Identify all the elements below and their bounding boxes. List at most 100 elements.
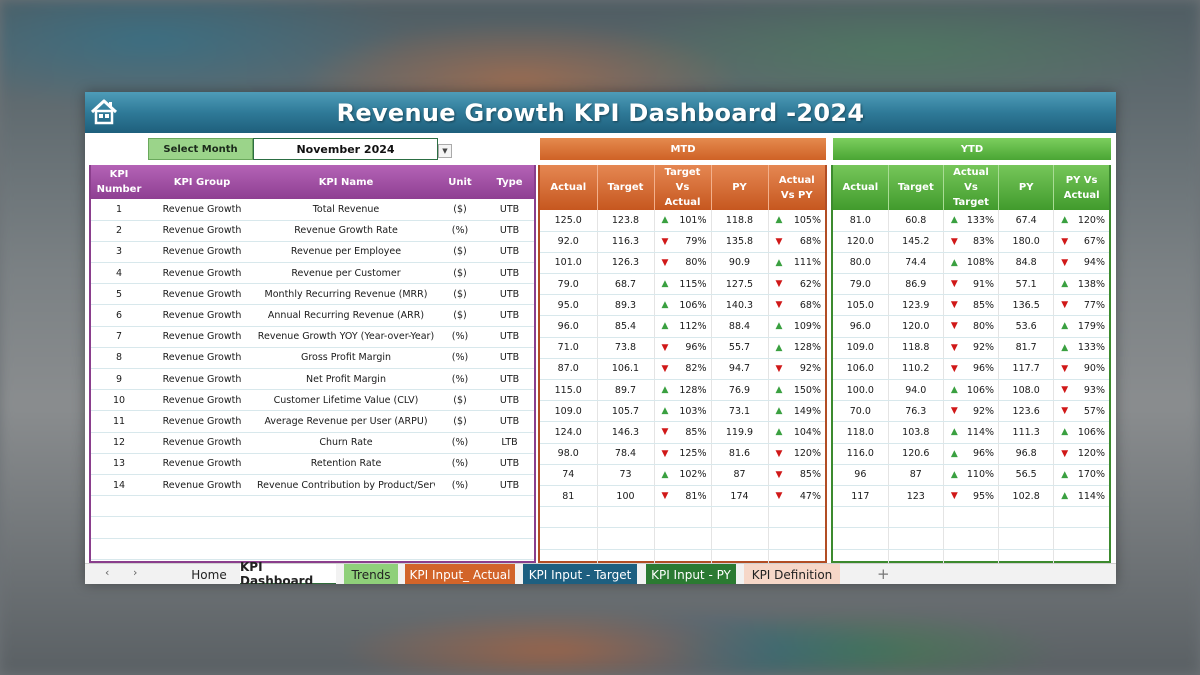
up-arrow-icon: ▲: [775, 406, 783, 417]
tab-kpi-definition[interactable]: KPI Definition: [744, 564, 840, 584]
kpi-name-cell: Total Revenue: [257, 199, 435, 221]
next-sheet-icon[interactable]: ›: [133, 566, 138, 579]
empty-cell: [435, 495, 485, 518]
type-cell: UTB: [485, 283, 534, 306]
mtd-actual-vs-py-cell-value: 149%: [793, 405, 821, 417]
col-ytd-actual-vs-target: Actual Vs Target: [942, 165, 999, 210]
type-cell: UTB: [485, 368, 534, 391]
dropdown-arrow-icon[interactable]: ▼: [438, 144, 452, 158]
month-dropdown[interactable]: November 2024: [253, 138, 438, 160]
prev-sheet-icon[interactable]: ‹: [105, 566, 110, 579]
mtd-py-cell: 135.8: [710, 231, 768, 253]
kpi-number-cell: 6: [91, 304, 147, 327]
empty-cell: [887, 527, 944, 550]
ytd-row: 80.0 74.4 ▲ 108% 84.8 ▼ 94%: [833, 252, 1109, 275]
ytd-row: 96 87 ▲ 110% 56.5 ▲ 170%: [833, 464, 1109, 486]
empty-cell: [710, 527, 768, 550]
kpi-group-cell: Revenue Growth: [147, 220, 257, 242]
mtd-target-vs-actual-cell-value: 101%: [679, 214, 707, 226]
ytd-section-header: YTD: [833, 138, 1111, 160]
empty-row: [540, 506, 825, 529]
mtd-target-vs-actual-cell-value: 79%: [685, 236, 707, 248]
controls-row: Select Month November 2024 ▼ MTD YTD: [85, 138, 1116, 160]
empty-cell: [710, 506, 768, 529]
kpi-name-cell: Average Revenue per User (ARPU): [257, 410, 435, 433]
unit-cell: (%): [435, 347, 485, 370]
mtd-actual-vs-py-cell: ▼ 68%: [767, 294, 825, 317]
kpi-number-cell: 13: [91, 453, 147, 475]
empty-cell: [540, 506, 597, 529]
col-kpi-number: KPI Number: [91, 165, 147, 199]
ytd-actual-vs-target-cell-value: 108%: [966, 257, 995, 269]
tab-kpi-input-target[interactable]: KPI Input - Target: [523, 564, 637, 584]
empty-cell: [767, 506, 825, 529]
up-arrow-icon: ▲: [950, 448, 958, 459]
type-cell: UTB: [485, 220, 534, 242]
empty-cell: [485, 538, 534, 560]
up-arrow-icon: ▲: [1061, 279, 1069, 290]
mtd-target-vs-actual-cell-value: 82%: [685, 363, 707, 375]
table-row: 6 Revenue Growth Annual Recurring Revenue …: [91, 304, 534, 327]
tab-kpi-input-actual[interactable]: KPI Input_ Actual: [405, 564, 515, 584]
mtd-actual-cell: 79.0: [540, 273, 597, 296]
mtd-py-cell: 118.8: [710, 210, 768, 232]
ytd-py-vs-actual-cell: ▲ 114%: [1053, 485, 1109, 508]
mtd-actual-vs-py-cell-value: 104%: [793, 426, 821, 438]
kpi-name-cell: Revenue per Employee: [257, 241, 435, 264]
mtd-row: 101.0 126.3 ▼ 80% 90.9 ▲ 111%: [540, 252, 825, 275]
mtd-target-cell: 68.7: [596, 273, 654, 296]
ytd-actual-cell: 70.0: [833, 400, 889, 423]
ytd-actual-cell: 109.0: [833, 337, 889, 359]
add-sheet-icon[interactable]: +: [877, 565, 890, 583]
down-arrow-icon: ▼: [775, 469, 783, 480]
col-mtd-target: Target: [596, 165, 654, 210]
tab-trends[interactable]: Trends: [344, 564, 398, 584]
mtd-actual-vs-py-cell: ▲ 111%: [767, 252, 825, 275]
ytd-actual-vs-target-cell-value: 85%: [972, 299, 995, 311]
kpi-group-cell: Revenue Growth: [147, 347, 257, 370]
down-arrow-icon: ▼: [950, 406, 958, 417]
dashboard-title: Revenue Growth KPI Dashboard -2024: [336, 98, 865, 127]
ytd-actual-vs-target-cell: ▼ 96%: [942, 358, 999, 381]
unit-cell: ($): [435, 410, 485, 433]
mtd-target-vs-actual-cell: ▲ 106%: [653, 294, 711, 317]
empty-cell: [596, 506, 654, 529]
mtd-target-vs-actual-cell: ▼ 96%: [653, 337, 711, 359]
empty-cell: [91, 495, 147, 518]
home-icon[interactable]: [88, 96, 120, 128]
ytd-target-cell: 94.0: [887, 379, 944, 402]
unit-cell: ($): [435, 283, 485, 306]
down-arrow-icon: ▼: [775, 448, 783, 459]
table-row: 2 Revenue Growth Revenue Growth Rate (%) UTB: [91, 220, 534, 242]
ytd-actual-cell: 96: [833, 464, 889, 486]
mtd-target-vs-actual-cell: ▼ 125%: [653, 443, 711, 465]
up-arrow-icon: ▲: [661, 406, 669, 417]
mtd-py-cell: 119.9: [710, 421, 768, 444]
down-arrow-icon: ▼: [775, 363, 783, 374]
empty-row: [833, 506, 1109, 529]
up-arrow-icon: ▲: [775, 321, 783, 332]
mtd-row: 109.0 105.7 ▲ 103% 73.1 ▲ 149%: [540, 400, 825, 423]
up-arrow-icon: ▲: [1061, 427, 1069, 438]
mtd-actual-cell: 95.0: [540, 294, 597, 317]
unit-cell: (%): [435, 368, 485, 391]
ytd-actual-cell: 79.0: [833, 273, 889, 296]
kpi-name-cell: Monthly Recurring Revenue (MRR): [257, 283, 435, 306]
table-row: 9 Revenue Growth Net Profit Margin (%) UTB: [91, 368, 534, 391]
tab-kpi-input-py[interactable]: KPI Input - PY: [646, 564, 736, 584]
ytd-target-cell: 118.8: [887, 337, 944, 359]
mtd-actual-cell: 71.0: [540, 337, 597, 359]
table-row: 14 Revenue Growth Revenue Contribution by …: [91, 474, 534, 497]
up-arrow-icon: ▲: [661, 321, 669, 332]
down-arrow-icon: ▼: [661, 257, 669, 268]
tab-kpi-dashboard[interactable]: KPI Dashboard: [240, 560, 336, 584]
table-row: 5 Revenue Growth Monthly Recurring Revenue…: [91, 283, 534, 306]
kpi-number-cell: 9: [91, 368, 147, 391]
down-arrow-icon: ▼: [1061, 257, 1069, 268]
mtd-row: 98.0 78.4 ▼ 125% 81.6 ▼ 120%: [540, 443, 825, 465]
tab-home[interactable]: Home: [191, 567, 227, 582]
mtd-target-cell: 85.4: [596, 315, 654, 338]
mtd-py-cell: 140.3: [710, 294, 768, 317]
empty-cell: [596, 527, 654, 550]
kpi-name-cell: Retention Rate: [257, 453, 435, 475]
